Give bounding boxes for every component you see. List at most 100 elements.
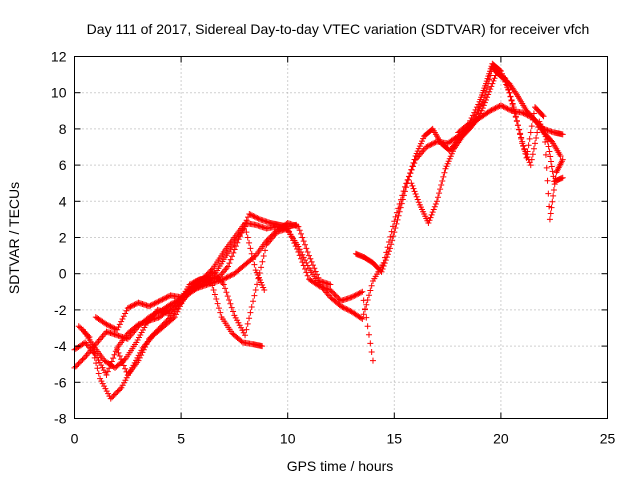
data-point bbox=[521, 146, 528, 153]
data-point bbox=[334, 293, 341, 300]
data-point bbox=[247, 309, 254, 316]
y-tick-label: 10 bbox=[51, 85, 67, 101]
data-point bbox=[365, 331, 372, 338]
data-point bbox=[403, 184, 410, 191]
data-point bbox=[186, 281, 193, 288]
data-point bbox=[357, 315, 364, 322]
data-point bbox=[239, 226, 246, 233]
data-point bbox=[359, 315, 366, 322]
data-point bbox=[547, 210, 554, 217]
data-point bbox=[345, 307, 352, 314]
data-point bbox=[93, 360, 100, 367]
data-point bbox=[247, 211, 254, 218]
data-point bbox=[259, 343, 266, 350]
x-tick-label: 15 bbox=[387, 431, 403, 447]
data-point bbox=[473, 104, 480, 111]
data-point bbox=[486, 88, 493, 95]
data-point bbox=[502, 78, 509, 85]
data-point bbox=[221, 268, 228, 275]
data-point bbox=[308, 258, 315, 265]
data-point bbox=[514, 122, 521, 129]
data-point bbox=[247, 245, 254, 252]
data-point bbox=[384, 251, 391, 258]
data-point bbox=[440, 173, 447, 180]
data-point bbox=[524, 148, 531, 155]
data-point bbox=[131, 301, 138, 308]
y-tick-label: 2 bbox=[59, 230, 67, 246]
data-point bbox=[148, 301, 155, 308]
data-point bbox=[102, 330, 109, 337]
data-point bbox=[250, 213, 257, 220]
data-point bbox=[480, 102, 487, 109]
data-point bbox=[132, 301, 139, 308]
data-point bbox=[364, 296, 371, 303]
data-point bbox=[120, 313, 127, 320]
data-point bbox=[95, 338, 102, 345]
data-point bbox=[83, 352, 90, 359]
data-point bbox=[411, 188, 418, 195]
data-point bbox=[479, 105, 486, 112]
data-point bbox=[488, 107, 495, 114]
data-point bbox=[296, 227, 303, 234]
data-point bbox=[110, 392, 117, 399]
data-point bbox=[162, 319, 169, 326]
data-point bbox=[426, 217, 433, 224]
data-point bbox=[114, 346, 121, 353]
data-point bbox=[190, 279, 197, 286]
data-point bbox=[303, 269, 310, 276]
data-point bbox=[467, 117, 474, 124]
data-point bbox=[424, 143, 431, 150]
data-point bbox=[355, 290, 362, 297]
data-point bbox=[226, 273, 233, 280]
data-point bbox=[382, 257, 389, 264]
data-point bbox=[151, 330, 158, 337]
data-point bbox=[248, 250, 255, 257]
data-point bbox=[304, 272, 311, 279]
data-point bbox=[559, 156, 566, 163]
data-point bbox=[441, 169, 448, 176]
data-point bbox=[411, 156, 418, 163]
data-point bbox=[475, 114, 482, 121]
data-point bbox=[304, 248, 311, 255]
data-point bbox=[246, 210, 253, 217]
data-point bbox=[187, 280, 194, 287]
data-point bbox=[303, 245, 310, 252]
data-point bbox=[155, 298, 162, 305]
data-point bbox=[381, 260, 388, 267]
data-point bbox=[503, 105, 510, 112]
data-point bbox=[160, 295, 167, 302]
data-point bbox=[296, 252, 303, 259]
data-point bbox=[302, 265, 309, 272]
y-tick-label: 12 bbox=[51, 49, 67, 65]
data-point bbox=[103, 372, 110, 379]
data-point bbox=[227, 272, 234, 279]
data-point bbox=[262, 247, 269, 254]
y-axis-label: SDTVAR / TECUs bbox=[6, 182, 22, 294]
data-point bbox=[155, 326, 162, 333]
data-point bbox=[530, 110, 537, 117]
data-point bbox=[491, 75, 498, 82]
data-point bbox=[311, 265, 318, 272]
data-point bbox=[359, 288, 366, 295]
data-point bbox=[433, 198, 440, 205]
data-point bbox=[242, 220, 249, 227]
data-point bbox=[111, 325, 118, 332]
data-point bbox=[159, 322, 166, 329]
data-point bbox=[505, 86, 512, 93]
data-point bbox=[472, 106, 479, 113]
data-point bbox=[251, 292, 258, 299]
data-point bbox=[240, 223, 247, 230]
data-point bbox=[488, 83, 495, 90]
data-point bbox=[368, 348, 375, 355]
data-point bbox=[364, 323, 371, 330]
data-point bbox=[78, 358, 85, 365]
data-point bbox=[369, 357, 376, 364]
data-point bbox=[503, 81, 510, 88]
x-tick-label: 0 bbox=[71, 431, 79, 447]
data-point bbox=[327, 286, 334, 293]
data-point bbox=[244, 234, 251, 241]
data-point bbox=[388, 241, 395, 248]
data-point bbox=[429, 140, 436, 147]
data-point bbox=[353, 291, 360, 298]
